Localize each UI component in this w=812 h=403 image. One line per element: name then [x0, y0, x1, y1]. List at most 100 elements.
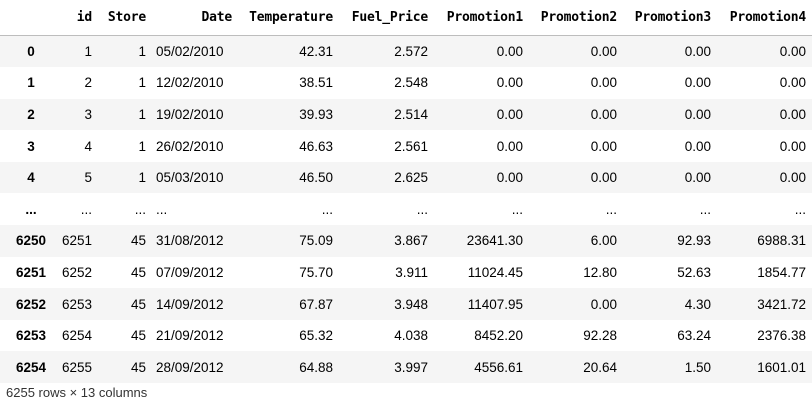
- table-cell: 0.00: [496, 44, 523, 60]
- table-cell: 1: [138, 44, 146, 60]
- table-cell: ...: [134, 201, 146, 217]
- table-header: id Store Date Temperature Fuel_Price Promotio…: [0, 0, 812, 36]
- table-cell: 1: [138, 138, 146, 154]
- table-cell: 0.00: [590, 75, 617, 91]
- table-cell: 0.00: [779, 44, 806, 60]
- table-cell: 1854.77: [757, 264, 806, 280]
- table-cell: 19/02/2010: [156, 106, 224, 122]
- table-row: 1 2 1 12/02/2010 38.51 2.548 0.00 0.00 0.00 0.00: [0, 67, 812, 99]
- table-cell: 0.00: [684, 138, 711, 154]
- column-header: Promotion2: [540, 10, 617, 25]
- table-cell: 07/09/2012: [156, 264, 224, 280]
- table-cell: ...: [511, 201, 523, 217]
- table-cell: 2.572: [394, 44, 428, 60]
- table-row: 6251 6252 45 07/09/2012 75.70 3.911 11024.45 12…: [0, 256, 812, 289]
- table-cell: 3: [84, 106, 92, 122]
- table-cell: 1: [138, 106, 146, 122]
- table-row: ..............................: [0, 193, 812, 226]
- header-row: id Store Date Temperature Fuel_Price Promotio…: [0, 0, 812, 36]
- table-cell: 45: [130, 233, 146, 249]
- table-cell: 67.87: [299, 296, 333, 312]
- table-cell: 75.70: [299, 264, 333, 280]
- table-cell: 1601.01: [757, 359, 806, 375]
- table-cell: 12/02/2010: [156, 75, 224, 91]
- table-cell: 5: [84, 170, 92, 186]
- table-cell: 2.625: [394, 170, 428, 186]
- table-cell: 6988.31: [757, 233, 806, 249]
- table-cell: 1: [138, 170, 146, 186]
- table-cell: ...: [321, 201, 333, 217]
- table-cell: 46.63: [299, 138, 333, 154]
- table-cell: 0.00: [779, 138, 806, 154]
- table-cell: 20.64: [583, 359, 617, 375]
- table-cell: 05/03/2010: [156, 170, 224, 186]
- table-cell: 0.00: [779, 106, 806, 122]
- table-cell: 3.948: [394, 296, 428, 312]
- table-cell: 2.548: [394, 75, 428, 91]
- table-cell: 6255: [62, 359, 93, 375]
- table-cell: 45: [130, 264, 146, 280]
- row-index: 0: [27, 44, 35, 60]
- table-cell: 0.00: [496, 138, 523, 154]
- dataframe-shape-label: 6255 rows × 13 columns: [6, 385, 148, 400]
- table-cell: 45: [130, 328, 146, 344]
- index-header: [0, 0, 62, 36]
- table-cell: 4.30: [684, 296, 711, 312]
- table-row: 6254 6255 45 28/09/2012 64.88 3.997 4556.61 20.…: [0, 351, 812, 384]
- table-cell: 1: [138, 75, 146, 91]
- table-cell: ...: [156, 201, 168, 217]
- table-cell: 1: [84, 44, 92, 60]
- table-cell: 92.93: [677, 233, 711, 249]
- table-cell: 0.00: [779, 170, 806, 186]
- table-cell: 1.50: [684, 359, 711, 375]
- table-cell: 0.00: [496, 170, 523, 186]
- table-row: 0 1 1 05/02/2010 42.31 2.572 0.00 0.00 0.00 0.00: [0, 35, 812, 68]
- row-index: 6253: [15, 328, 47, 344]
- column-header: Promotion1: [446, 10, 523, 25]
- row-index: 6250: [15, 233, 47, 249]
- table-cell: 4: [84, 138, 92, 154]
- table-cell: 0.00: [496, 75, 523, 91]
- table-cell: 64.88: [299, 359, 333, 375]
- table-cell: 0.00: [590, 170, 617, 186]
- table-cell: 26/02/2010: [156, 138, 224, 154]
- table-cell: 0.00: [496, 106, 523, 122]
- row-index: 3: [27, 138, 35, 154]
- table-cell: 65.32: [299, 328, 333, 344]
- column-header: Store: [107, 10, 146, 25]
- table-body: 0 1 1 05/02/2010 42.31 2.572 0.00 0.00 0.00 0.00 1…: [0, 35, 812, 384]
- table-cell: 28/09/2012: [156, 359, 224, 375]
- table-cell: 14/09/2012: [156, 296, 224, 312]
- column-header: Fuel_Price: [351, 10, 428, 25]
- row-index: 2: [27, 106, 35, 122]
- column-header: id: [76, 10, 92, 25]
- table-cell: 11024.45: [467, 264, 523, 280]
- table-cell: ...: [605, 201, 617, 217]
- table-cell: 0.00: [684, 44, 711, 60]
- table-row: 4 5 1 05/03/2010 46.50 2.625 0.00 0.00 0.00 0.00: [0, 161, 812, 194]
- table-cell: 0.00: [779, 75, 806, 91]
- row-index: 6252: [15, 296, 47, 312]
- table-cell: 23641.30: [466, 233, 523, 249]
- table-cell: ...: [699, 201, 711, 217]
- row-index: 6254: [15, 359, 47, 375]
- table-row: 6250 6251 45 31/08/2012 75.09 3.867 23641.30 6.…: [0, 225, 812, 257]
- column-header: Date: [201, 10, 232, 25]
- column-header: Promotion4: [729, 10, 806, 25]
- table-cell: 6254: [62, 328, 93, 344]
- table-cell: 38.51: [299, 75, 333, 91]
- row-index: ...: [25, 201, 37, 217]
- table-row: 6252 6253 45 14/09/2012 67.87 3.948 11407.95 0.…: [0, 288, 812, 320]
- table-cell: 3.911: [395, 264, 428, 280]
- table-cell: 2.561: [394, 138, 428, 154]
- table-cell: 0.00: [590, 44, 617, 60]
- table-cell: 4.038: [394, 328, 428, 344]
- table-cell: 3.997: [394, 359, 428, 375]
- table-cell: 52.63: [677, 264, 711, 280]
- table-cell: 8452.20: [474, 328, 523, 344]
- table-cell: ...: [794, 201, 806, 217]
- table-cell: ...: [80, 201, 92, 217]
- table-cell: 6252: [62, 264, 93, 280]
- row-index: 4: [27, 170, 35, 186]
